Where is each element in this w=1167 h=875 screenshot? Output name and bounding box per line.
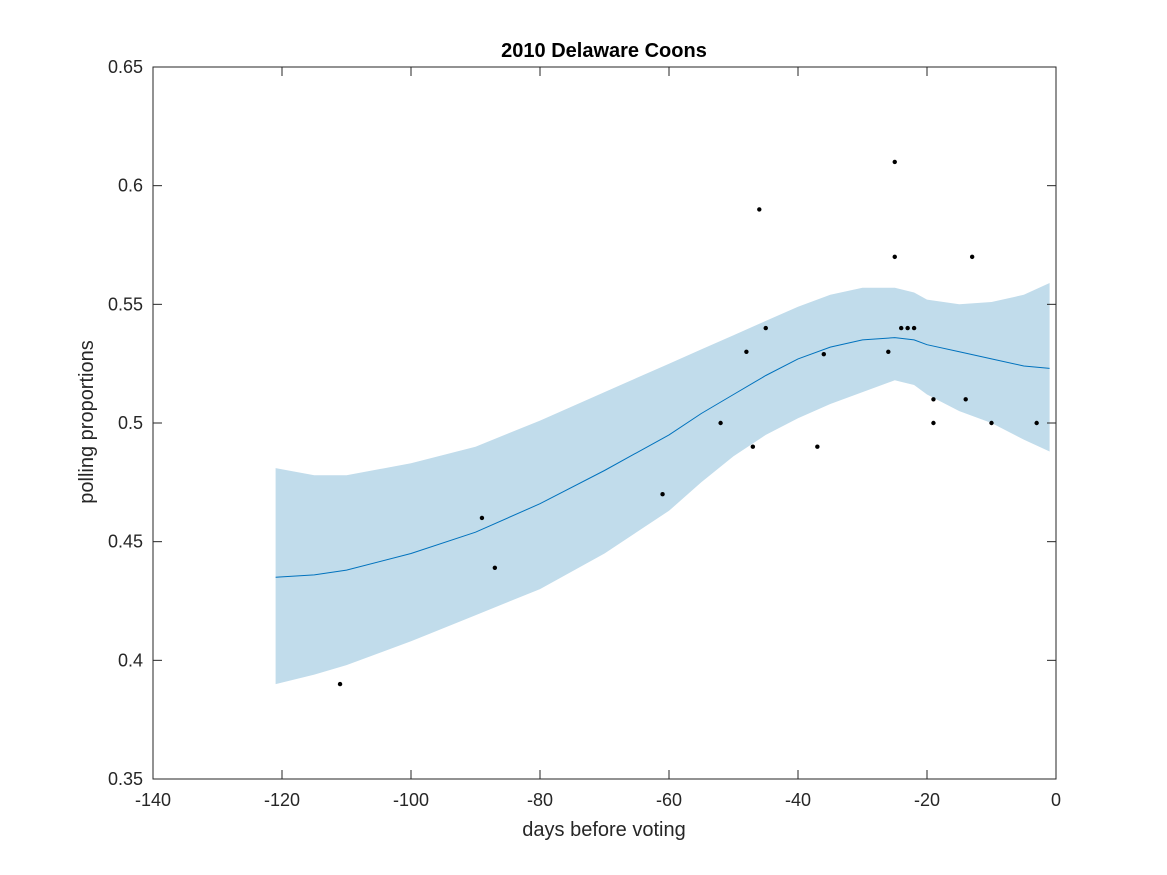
data-point [763,325,768,331]
x-axis: -140 -120 -100 -80 -60 -40 -20 0 [135,67,1061,810]
confidence-band [275,283,1050,685]
data-point [815,444,820,449]
plot-area [275,159,1050,687]
data-point [1034,420,1039,426]
y-tick-label: 0.55 [108,294,143,314]
y-tick-label: 0.4 [118,650,143,670]
x-tick-label: 0 [1051,790,1061,810]
data-point [989,420,994,426]
data-point [821,351,826,357]
data-point [963,397,968,402]
x-tick-label: -20 [914,790,940,810]
data-point [337,681,343,687]
data-points [337,159,1039,687]
fit-line [275,337,1050,578]
data-point [660,492,665,497]
data-point [892,254,897,260]
data-point [911,325,917,331]
data-point [931,397,936,402]
data-point [969,254,975,260]
data-point [905,325,910,331]
x-tick-label: -100 [393,790,429,810]
x-tick-label: -60 [656,790,682,810]
data-point [492,565,498,570]
y-tick-label: 0.65 [108,57,143,77]
data-point [899,325,904,331]
data-point [479,515,485,521]
x-tick-label: -40 [785,790,811,810]
x-axis-label: days before voting [522,819,685,841]
x-tick-label: -120 [264,790,300,810]
y-tick-label: 0.5 [118,413,143,433]
data-point [744,349,749,354]
y-axis: 0.35 0.4 0.45 0.5 0.55 0.6 0.65 [108,57,1056,789]
data-point [892,159,897,165]
y-axis-label: polling proportions [76,340,98,503]
data-point [886,349,891,354]
data-point [931,420,936,426]
y-tick-label: 0.45 [108,532,143,552]
data-point [718,420,723,426]
data-point [750,444,756,449]
y-tick-label: 0.35 [108,769,143,789]
x-tick-label: -140 [135,790,171,810]
chart-title: 2010 Delaware Coons [501,40,707,62]
y-tick-label: 0.6 [118,176,143,196]
x-tick-label: -80 [527,790,553,810]
data-point [757,207,762,212]
